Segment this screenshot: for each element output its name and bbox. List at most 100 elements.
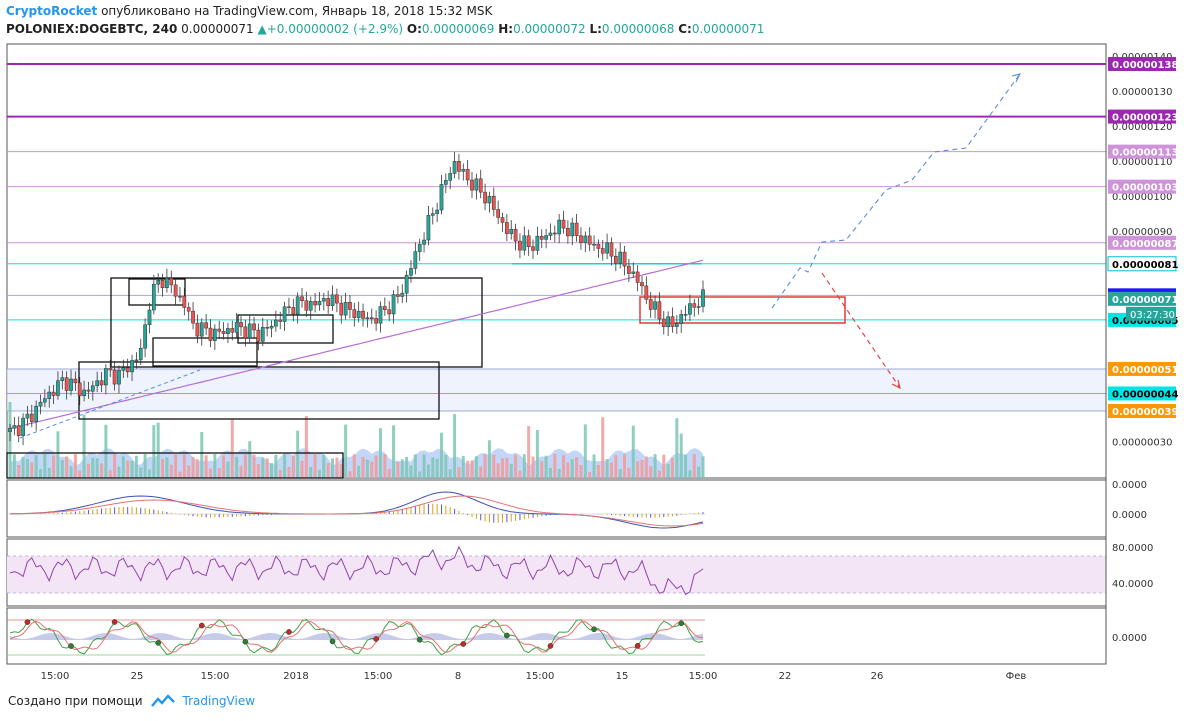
volume-bar: [239, 465, 243, 478]
volume-bar: [195, 459, 199, 478]
candle-body: [613, 255, 618, 264]
candle-body: [692, 303, 697, 308]
candle-body: [60, 377, 65, 381]
stoch-cross-dot: [678, 620, 685, 627]
volume-bar: [470, 460, 474, 478]
volume-bar: [466, 460, 470, 478]
volume-bar: [453, 414, 457, 478]
time-tick-label: 15: [616, 671, 629, 682]
volume-bar: [531, 456, 535, 478]
volume-bar: [483, 454, 487, 478]
candle-body: [509, 228, 514, 234]
candle-body: [535, 235, 540, 251]
volume-bar: [139, 467, 143, 478]
volume-bar: [679, 433, 683, 478]
candle-body: [500, 217, 505, 223]
tradingview-link[interactable]: TradingView: [182, 694, 256, 708]
candle-body: [465, 169, 470, 181]
candle-body: [243, 326, 248, 339]
volume-bar: [570, 459, 574, 478]
candle-body: [674, 323, 679, 327]
volume-bar: [300, 460, 304, 478]
volume-bar: [304, 416, 308, 478]
open-label: O:: [406, 22, 422, 36]
candle-body: [505, 222, 509, 234]
candle-body: [274, 319, 278, 327]
price-badge: [1108, 144, 1176, 159]
time-tick-label: 15:00: [201, 671, 230, 682]
volume-bar: [492, 454, 496, 478]
volume-bar: [174, 454, 178, 478]
low-label: L:: [589, 22, 602, 36]
volume-bar: [579, 465, 583, 478]
candle-body: [335, 294, 339, 304]
author-link[interactable]: CryptoRocket: [6, 4, 98, 18]
candle-body: [195, 322, 200, 337]
candle-body: [278, 319, 283, 322]
price-badge-label: 0.00000103: [1112, 183, 1178, 194]
volume-bar: [692, 454, 696, 478]
footer: Создано при помощи TradingView: [8, 693, 255, 709]
stoch-cross-dot: [111, 619, 118, 625]
candle-body: [409, 268, 413, 276]
volume-bar: [126, 460, 130, 478]
volume-bar: [256, 464, 260, 478]
volume-bar: [623, 454, 627, 478]
candle-body: [25, 413, 30, 419]
volume-bar: [675, 418, 679, 478]
candle-body: [143, 324, 147, 349]
volume-bar: [108, 470, 112, 478]
candle-body: [683, 314, 688, 316]
volume-bar: [457, 467, 461, 478]
time-tick-label: 22: [779, 671, 792, 682]
candle-body: [21, 417, 25, 436]
candle-body: [64, 377, 69, 391]
volume-bar: [518, 470, 522, 478]
volume-bar: [95, 458, 99, 478]
price-badge: [1108, 179, 1176, 194]
time-tick-label: 25: [131, 671, 144, 682]
candle-body: [121, 367, 126, 371]
volume-bar: [200, 431, 204, 478]
bullish-projection: [771, 73, 1021, 309]
stoch-cross-dot: [460, 641, 467, 647]
stoch-tick-label: 0.0000: [1112, 633, 1147, 644]
candle-body: [487, 195, 492, 204]
candle-body: [343, 301, 348, 316]
stoch-cross-dot: [591, 626, 597, 633]
candle-body: [130, 360, 134, 373]
candle-body: [252, 323, 256, 331]
volume-bar: [501, 458, 505, 478]
volume-bar: [147, 469, 151, 478]
candle-body: [16, 425, 21, 436]
publish-info: опубликовано на TradingView.com, Январь …: [101, 4, 493, 18]
candle-body: [147, 309, 152, 326]
countdown-label: 03:27:30: [1130, 310, 1175, 321]
price-chart[interactable]: 0.000001400.000001300.000001200.00000110…: [0, 0, 1184, 690]
rsi-pane: [6, 538, 1107, 607]
candle-body: [108, 368, 113, 371]
stoch-cross-dot: [634, 642, 641, 649]
volume-bar: [562, 455, 566, 478]
candle-body: [635, 271, 640, 283]
candle-body: [151, 283, 156, 311]
candle-body: [396, 294, 400, 297]
publish-header: CryptoRocket опубликовано на TradingView…: [6, 3, 492, 19]
volume-bar: [344, 424, 348, 478]
candle-body: [470, 179, 474, 191]
candle-body: [661, 318, 666, 327]
candle-body: [513, 228, 518, 242]
candle-body: [483, 191, 487, 204]
volume-bar: [670, 457, 674, 478]
candle-body: [583, 235, 588, 243]
price-badge-label: 0.00000065: [1112, 316, 1178, 327]
volume-bar: [605, 459, 609, 478]
volume-bar: [383, 454, 387, 478]
candle-body: [592, 243, 596, 246]
volume-bar: [60, 459, 64, 478]
candle-body: [522, 235, 527, 251]
candle-body: [239, 322, 243, 328]
candle-body: [417, 244, 422, 252]
candle-body: [526, 235, 531, 247]
macd-frame: [6, 479, 1107, 538]
